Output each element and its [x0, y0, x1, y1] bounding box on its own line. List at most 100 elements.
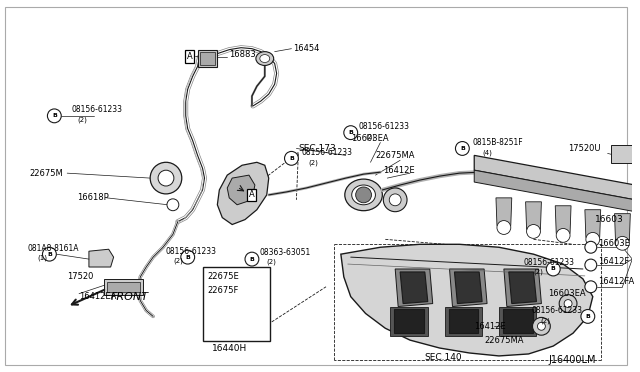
- Text: 16412E: 16412E: [474, 322, 506, 331]
- Text: (2): (2): [540, 317, 550, 324]
- Polygon shape: [395, 269, 433, 307]
- Bar: [202, 267, 269, 341]
- Circle shape: [167, 199, 179, 211]
- Polygon shape: [341, 244, 593, 356]
- Text: (2): (2): [77, 116, 87, 123]
- Text: 16412E: 16412E: [383, 166, 415, 175]
- Text: 08156-61233: 08156-61233: [71, 105, 122, 115]
- Text: 16883: 16883: [229, 50, 256, 59]
- Circle shape: [616, 236, 629, 250]
- Ellipse shape: [345, 179, 382, 211]
- Text: 16603E: 16603E: [598, 239, 630, 248]
- Circle shape: [356, 187, 371, 203]
- Text: 08363-63051: 08363-63051: [260, 248, 311, 257]
- Circle shape: [158, 170, 174, 186]
- Text: J16400LM: J16400LM: [548, 355, 596, 365]
- Bar: [445, 307, 482, 336]
- Bar: [200, 52, 216, 65]
- Bar: [390, 307, 428, 336]
- Bar: [107, 282, 140, 292]
- Circle shape: [532, 317, 550, 335]
- Text: A: A: [249, 190, 255, 199]
- Circle shape: [456, 141, 469, 155]
- Ellipse shape: [256, 52, 274, 65]
- Text: (2): (2): [267, 259, 276, 265]
- Circle shape: [150, 162, 182, 194]
- Text: B: B: [460, 146, 465, 151]
- Circle shape: [497, 221, 511, 234]
- Circle shape: [383, 188, 407, 212]
- Text: 08156-61233: 08156-61233: [358, 122, 410, 131]
- Bar: [499, 307, 536, 336]
- Circle shape: [344, 126, 358, 140]
- Text: SEC.173: SEC.173: [298, 144, 336, 153]
- Bar: [449, 310, 478, 333]
- Circle shape: [180, 250, 195, 264]
- Polygon shape: [525, 202, 541, 230]
- Text: B: B: [551, 266, 556, 272]
- Text: 17520: 17520: [67, 272, 93, 281]
- Text: 22675MA: 22675MA: [376, 151, 415, 160]
- Circle shape: [538, 323, 545, 330]
- Circle shape: [547, 262, 560, 276]
- Text: SEC.140: SEC.140: [425, 353, 463, 362]
- Bar: [198, 49, 218, 67]
- Polygon shape: [454, 272, 482, 304]
- Text: B: B: [348, 130, 353, 135]
- Text: 17520U: 17520U: [568, 144, 600, 153]
- Polygon shape: [449, 269, 487, 307]
- Polygon shape: [400, 272, 428, 304]
- Bar: [611, 145, 640, 163]
- Polygon shape: [614, 214, 630, 241]
- Text: 22675MA: 22675MA: [484, 336, 524, 344]
- Text: (1): (1): [38, 255, 47, 262]
- Polygon shape: [496, 198, 512, 225]
- Text: 16603EA: 16603EA: [548, 289, 586, 298]
- Text: FRONT: FRONT: [111, 292, 148, 302]
- Ellipse shape: [260, 55, 269, 62]
- Text: 08156-61233: 08156-61233: [532, 306, 582, 315]
- Text: 081A8-8161A: 081A8-8161A: [28, 244, 79, 253]
- Text: 16412FA: 16412FA: [598, 278, 634, 286]
- Bar: [503, 310, 532, 333]
- Text: A: A: [187, 52, 193, 61]
- Text: (2): (2): [534, 269, 543, 275]
- Text: B: B: [250, 257, 254, 262]
- Text: 08156-61233: 08156-61233: [301, 148, 353, 157]
- Text: 22675F: 22675F: [207, 286, 239, 295]
- Polygon shape: [218, 162, 269, 225]
- Text: B: B: [52, 113, 57, 118]
- Text: (2): (2): [365, 133, 376, 140]
- Text: 08156-61233: 08156-61233: [524, 257, 575, 267]
- Text: 16454: 16454: [293, 44, 320, 53]
- Circle shape: [47, 109, 61, 123]
- Circle shape: [581, 310, 595, 323]
- Text: 0815B-8251F: 0815B-8251F: [472, 138, 523, 147]
- Circle shape: [245, 252, 259, 266]
- Text: 22675E: 22675E: [207, 272, 239, 281]
- Text: B: B: [586, 314, 590, 319]
- Text: 22675M: 22675M: [29, 169, 63, 178]
- Bar: [394, 310, 424, 333]
- Text: (2): (2): [308, 159, 318, 166]
- Polygon shape: [585, 210, 601, 237]
- Polygon shape: [504, 269, 541, 307]
- Polygon shape: [474, 155, 640, 205]
- Circle shape: [585, 281, 596, 293]
- Text: 16603: 16603: [595, 215, 623, 224]
- Text: B: B: [47, 252, 52, 257]
- Circle shape: [585, 259, 596, 271]
- Text: 08156-61233: 08156-61233: [166, 247, 217, 256]
- Text: (2): (2): [173, 258, 183, 264]
- Polygon shape: [474, 170, 640, 217]
- Circle shape: [285, 151, 298, 165]
- Circle shape: [564, 299, 572, 308]
- Circle shape: [527, 225, 540, 238]
- Bar: [104, 279, 143, 295]
- Text: 16412F: 16412F: [598, 257, 629, 266]
- Text: 16603EA: 16603EA: [351, 134, 388, 143]
- Text: 16440H: 16440H: [212, 343, 248, 353]
- Ellipse shape: [352, 185, 376, 205]
- Circle shape: [559, 295, 577, 312]
- Text: 16618P: 16618P: [77, 193, 109, 202]
